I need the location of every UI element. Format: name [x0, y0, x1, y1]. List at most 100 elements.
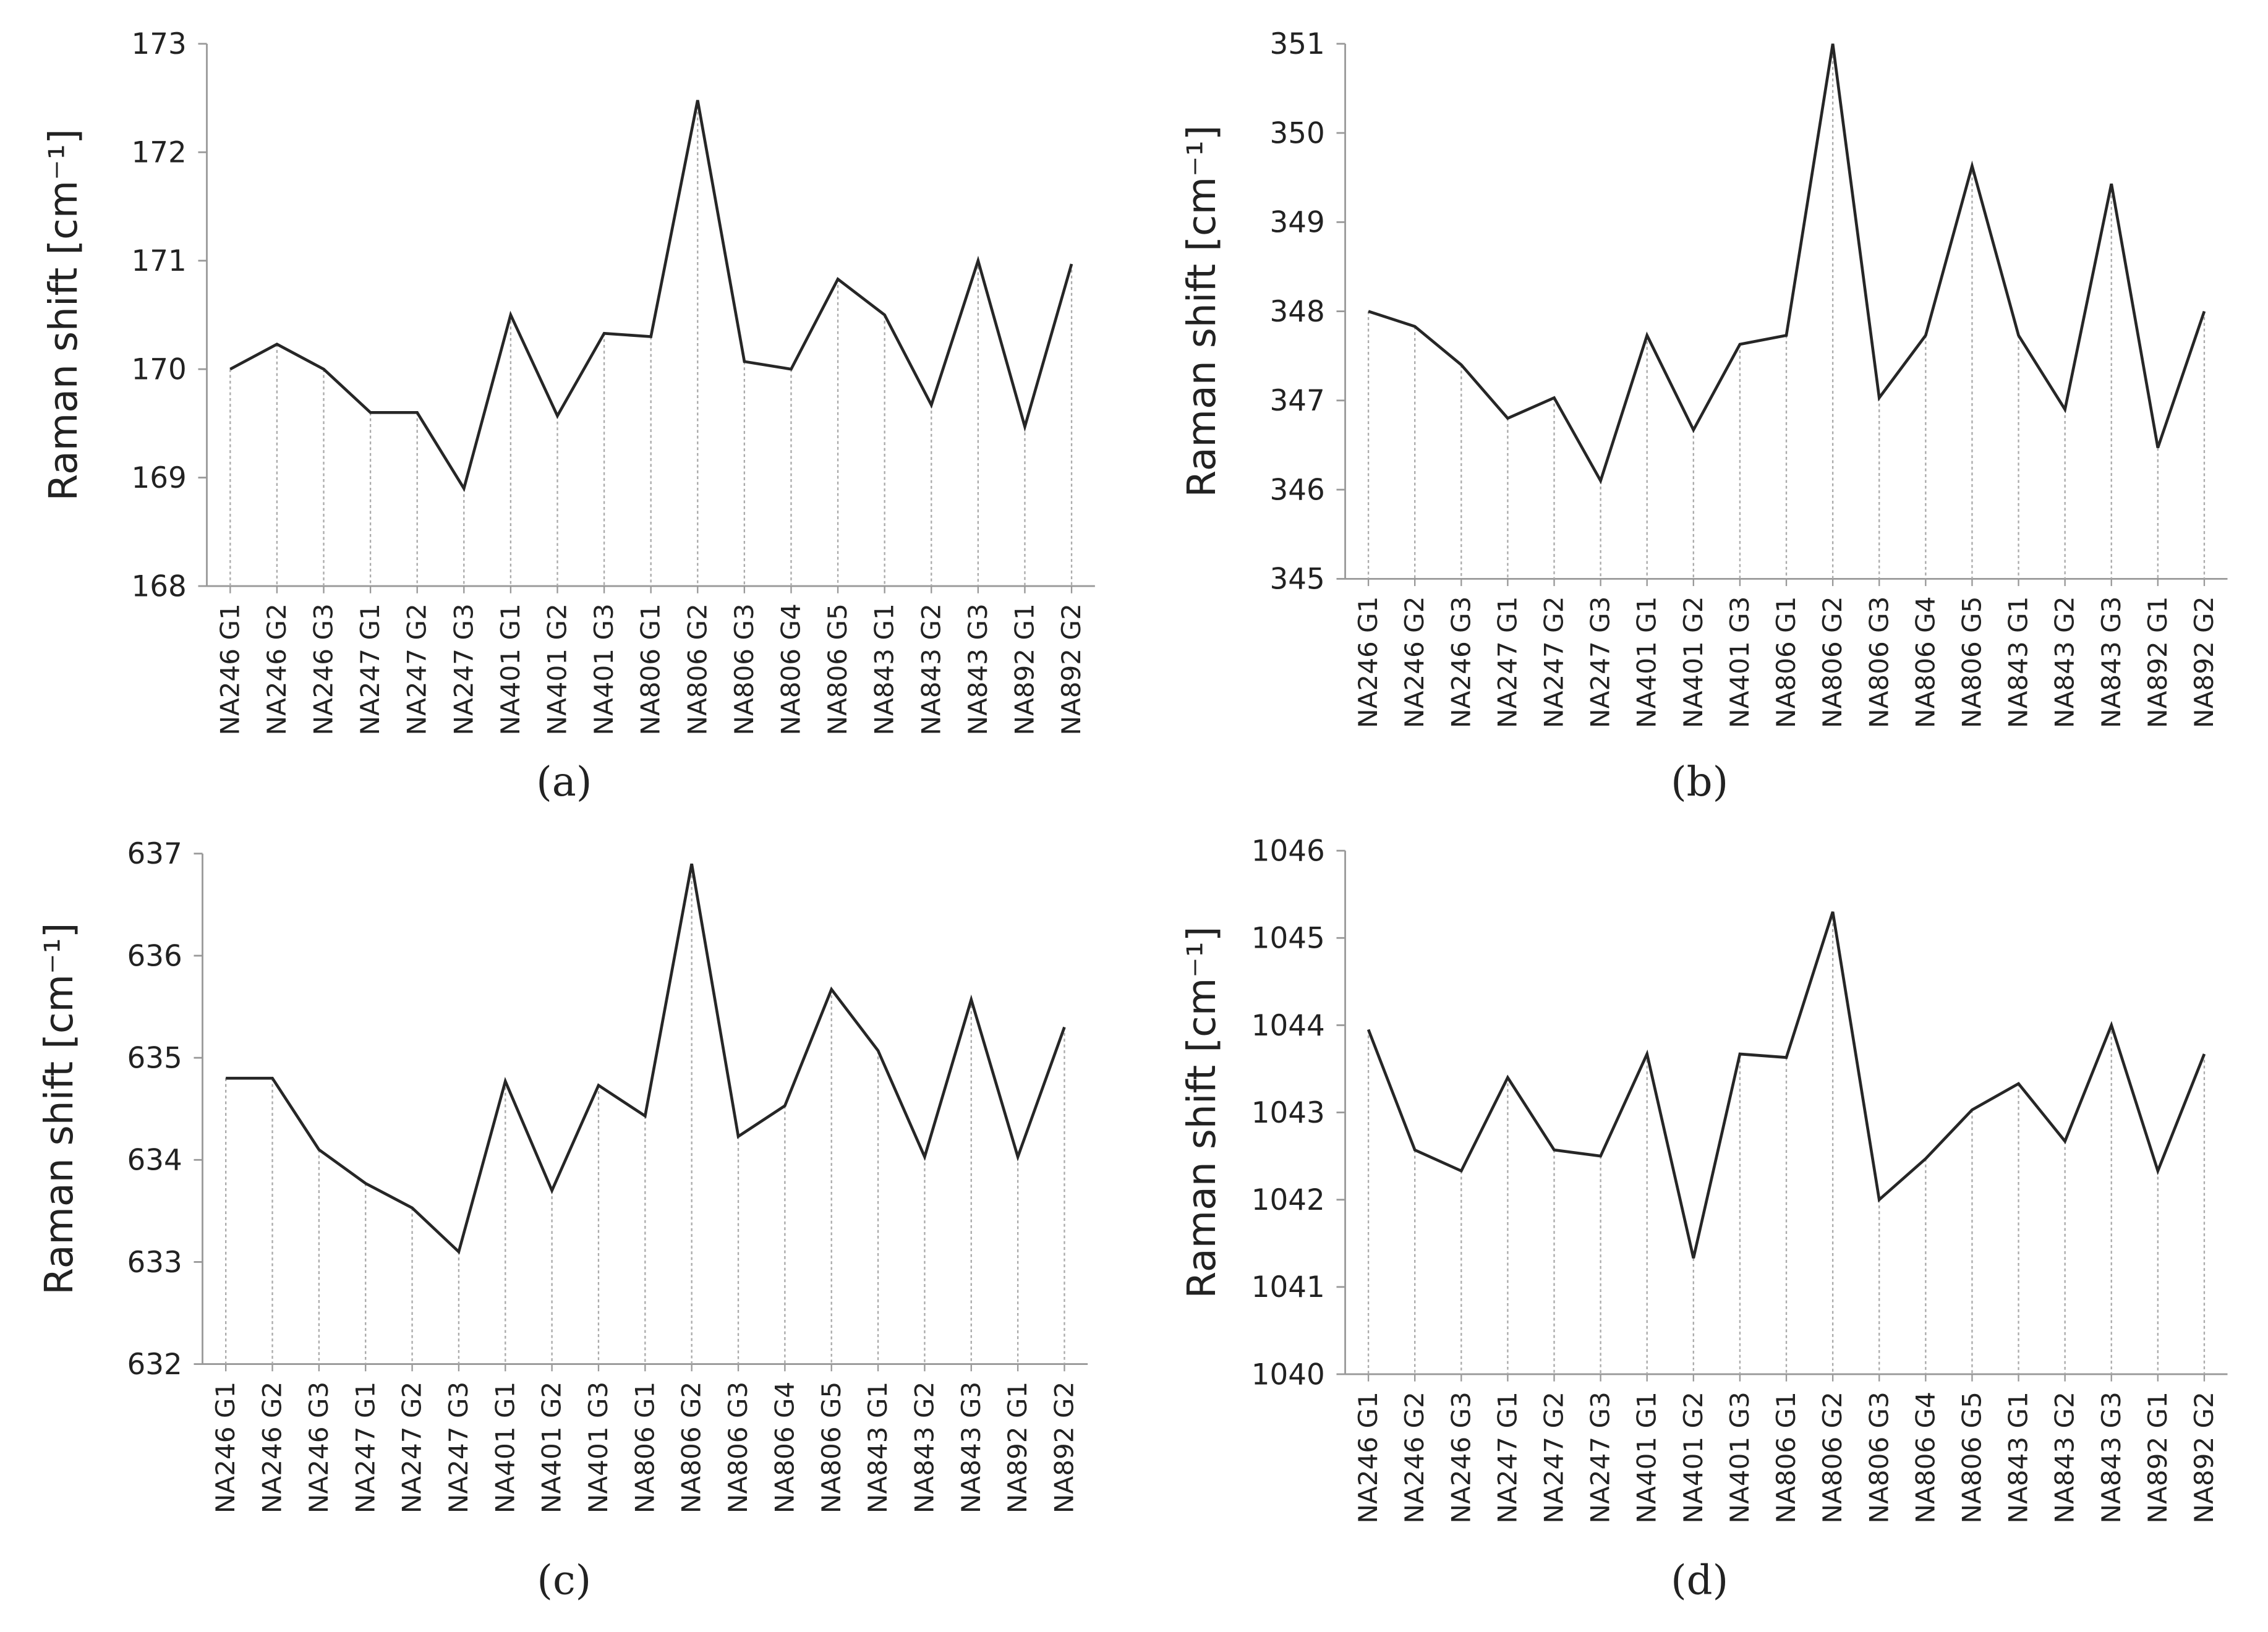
caption: (a)	[536, 759, 592, 805]
x-tick-label: NA247 G1	[350, 1382, 380, 1513]
data-line	[226, 863, 1066, 1255]
x-tick-label: NA247 G2	[1539, 596, 1569, 728]
x-tick-label: NA806 G1	[1771, 596, 1801, 728]
x-tick-label: NA401 G3	[1724, 596, 1755, 728]
x-tick-label: NA806 G3	[1864, 596, 1894, 728]
x-tick-label: NA892 G1	[2142, 1392, 2173, 1523]
chart: 168 169 170 171 172 173 Raman shift [cm⁻¹] NA24…	[40, 28, 1095, 805]
y-tick-label: 634	[127, 1144, 182, 1178]
x-tick-label: NA892 G2	[2189, 1392, 2219, 1523]
x-tick-label: NA843 G2	[2050, 1392, 2080, 1523]
x-tick-label: NA843 G2	[916, 603, 946, 735]
x-tick-label: NA806 G2	[1817, 596, 1848, 728]
x-tick-label: NA806 G4	[776, 603, 806, 735]
x-tick-label: NA843 G1	[863, 1382, 893, 1513]
x-tick-label: NA247 G3	[443, 1382, 474, 1513]
x-tick-label: NA806 G2	[1817, 1392, 1848, 1523]
x-tick-label: NA806 G2	[676, 1382, 707, 1513]
x-tick-label: NA401 G2	[542, 603, 573, 735]
x-tick-label: NA401 G2	[1678, 1392, 1708, 1523]
y-axis-label: Raman shift [cm⁻¹]	[1179, 926, 1224, 1298]
x-tick-label: NA247 G3	[448, 603, 479, 735]
y-tick-label: 348	[1270, 295, 1325, 329]
x-tick-label: NA843 G1	[869, 603, 900, 735]
x-tick-label: NA806 G1	[1771, 1392, 1801, 1523]
data-line	[229, 100, 1073, 492]
y-tick-label: 173	[132, 28, 187, 61]
y-tick-label: 349	[1270, 206, 1325, 240]
y-tick-label: 1046	[1251, 835, 1325, 869]
caption: (d)	[1671, 1557, 1728, 1604]
x-tick-label: NA806 G2	[682, 603, 712, 735]
x-tick-label: NA401 G1	[1632, 596, 1662, 728]
x-tick-label: NA246 G2	[1399, 596, 1430, 728]
x-tick-label: NA806 G1	[636, 603, 666, 735]
x-tick-label: NA806 G3	[723, 1382, 753, 1513]
y-tick-label: 345	[1270, 563, 1325, 597]
data-line	[1368, 43, 2206, 485]
x-tick-label: NA806 G1	[629, 1382, 660, 1513]
x-tick-label: NA247 G1	[1492, 1392, 1522, 1523]
x-tick-label: NA401 G2	[1678, 596, 1708, 728]
y-tick-label: 1045	[1251, 922, 1325, 956]
x-tick-label: NA892 G2	[2189, 596, 2219, 728]
x-tick-label: NA246 G3	[304, 1382, 334, 1513]
x-tick-label: NA246 G3	[1446, 1392, 1476, 1523]
y-axis-label: Raman shift [cm⁻¹]	[1179, 125, 1224, 498]
x-tick-label: NA806 G4	[769, 1382, 799, 1513]
y-tick-label: 168	[132, 570, 187, 603]
x-tick-label: NA806 G3	[729, 603, 759, 735]
x-tick-label: NA401 G3	[583, 1382, 613, 1513]
x-tick-label: NA246 G1	[1353, 1392, 1383, 1523]
x-tick-label: NA843 G3	[956, 1382, 986, 1513]
x-tick-label: NA843 G2	[2050, 596, 2080, 728]
x-tick-label: NA246 G1	[210, 1382, 241, 1513]
y-tick-label: 1044	[1251, 1009, 1325, 1043]
x-tick-label: NA806 G4	[1910, 596, 1940, 728]
x-tick-label: NA246 G3	[309, 603, 339, 735]
x-tick-label: NA401 G3	[589, 603, 619, 735]
x-tick-label: NA806 G5	[816, 1382, 846, 1513]
x-tick-label: NA806 G5	[1956, 1392, 1987, 1523]
x-tick-label: NA892 G1	[2142, 596, 2173, 728]
y-tick-label: 635	[127, 1042, 182, 1076]
x-tick-label: NA843 G3	[2096, 596, 2126, 728]
x-tick-label: NA892 G2	[1056, 603, 1086, 735]
y-tick-label: 1043	[1251, 1097, 1325, 1130]
y-axis-label: Raman shift [cm⁻¹]	[36, 923, 82, 1295]
x-tick-label: NA401 G1	[1632, 1392, 1662, 1523]
x-tick-label: NA246 G1	[1353, 596, 1383, 728]
x-tick-label: NA247 G2	[1539, 1392, 1569, 1523]
x-tick-label: NA401 G1	[495, 603, 526, 735]
y-tick-label: 1042	[1251, 1184, 1325, 1217]
x-tick-label: NA246 G3	[1446, 596, 1476, 728]
x-tick-label: NA843 G3	[2096, 1392, 2126, 1523]
caption: (c)	[537, 1557, 591, 1604]
x-tick-label: NA246 G2	[257, 1382, 288, 1513]
x-tick-label: NA247 G3	[1585, 1392, 1616, 1523]
y-tick-label: 347	[1270, 385, 1325, 418]
y-tick-label: 170	[132, 354, 187, 387]
x-tick-label: NA843 G2	[909, 1382, 939, 1513]
y-tick-label: 171	[132, 245, 187, 278]
x-tick-label: NA806 G3	[1864, 1392, 1894, 1523]
x-tick-label: NA247 G1	[1492, 596, 1522, 728]
x-tick-label: NA246 G1	[215, 603, 245, 735]
y-tick-label: 351	[1270, 28, 1325, 61]
y-tick-label: 633	[127, 1246, 182, 1280]
chart: 345 346 347 348 349 350 351 Raman shift [cm⁻¹] N…	[1179, 28, 2228, 805]
y-tick-label: 632	[127, 1348, 182, 1382]
x-tick-label: NA892 G1	[1009, 603, 1039, 735]
x-tick-label: NA247 G1	[355, 603, 385, 735]
x-tick-label: NA892 G1	[1002, 1382, 1033, 1513]
x-tick-label: NA246 G2	[1399, 1392, 1430, 1523]
x-tick-label: NA806 G4	[1910, 1392, 1940, 1523]
x-tick-label: NA401 G1	[490, 1382, 520, 1513]
x-tick-label: NA247 G3	[1585, 596, 1616, 728]
x-tick-label: NA247 G2	[402, 603, 432, 735]
y-tick-label: 1040	[1251, 1358, 1325, 1392]
chart: 632 633 634 635 636 637 Raman shift [cm⁻¹] NA24…	[36, 838, 1088, 1604]
y-tick-label: 169	[132, 462, 187, 495]
y-tick-label: 346	[1270, 474, 1325, 507]
x-tick-label: NA843 G1	[2003, 1392, 2034, 1523]
